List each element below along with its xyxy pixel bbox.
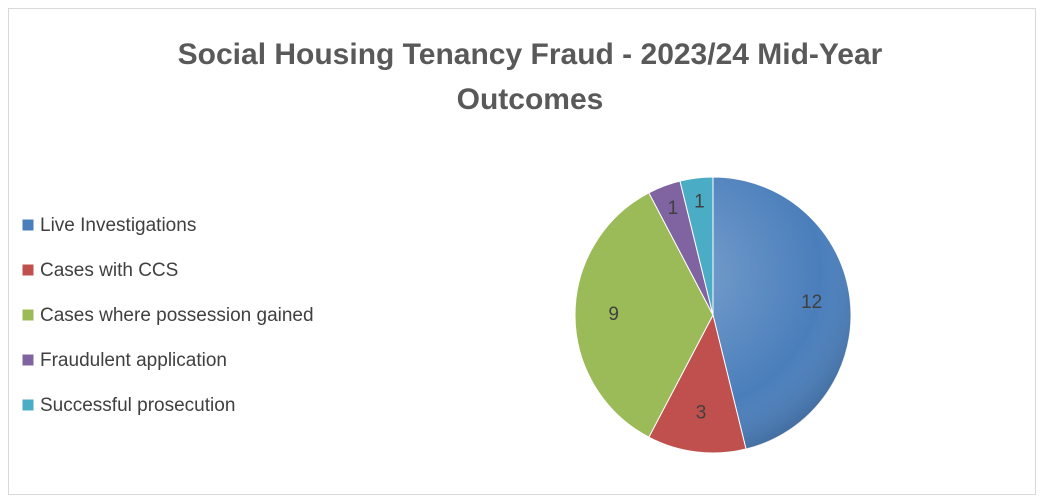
chart-border [8,8,1036,495]
data-label: 3 [696,403,707,424]
legend-label: Fraudulent application [40,350,227,371]
legend-label: Successful prosecution [40,395,235,416]
data-label: 9 [608,304,619,325]
legend-label: Live Investigations [40,215,196,236]
data-label: 1 [694,192,705,213]
legend-marker [21,353,35,367]
legend-marker [21,218,35,232]
data-label: 1 [668,198,679,219]
legend-label: Cases where possession gained [40,305,314,326]
pie-slice [679,176,714,316]
data-label: 12 [801,292,822,313]
pie-slice [648,313,747,454]
legend-marker [21,308,35,322]
legend-marker [21,263,35,277]
legend-marker [21,398,35,412]
legend-label: Cases with CCS [40,260,178,281]
pie-slice [574,192,714,438]
chart-title: Social Housing Tenancy Fraud - 2023/24 M… [178,38,883,116]
